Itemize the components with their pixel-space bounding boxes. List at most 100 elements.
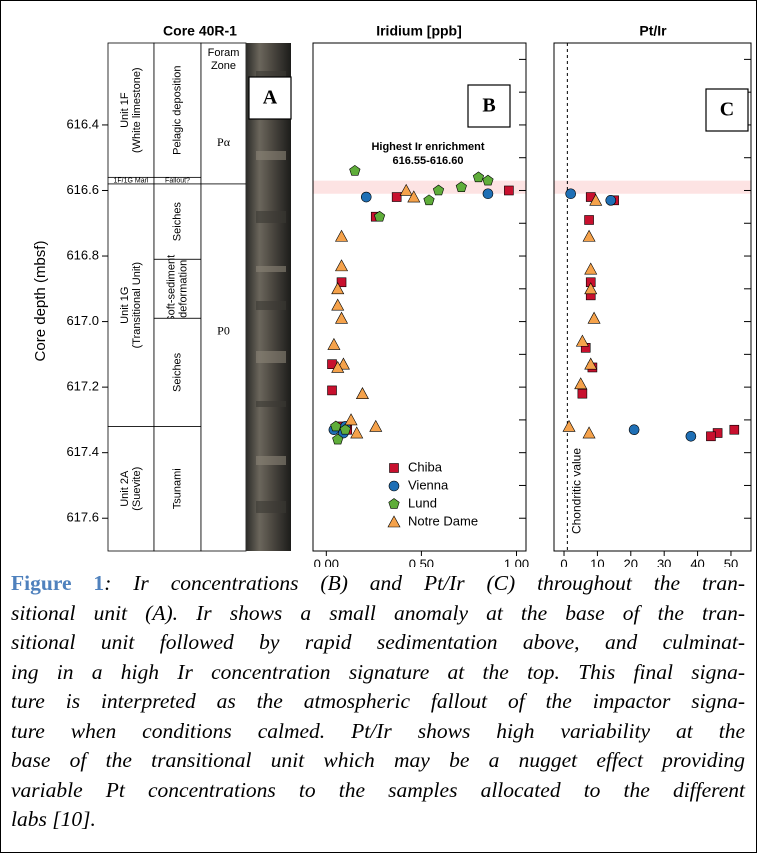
point [388,498,400,509]
zone-label: Unit 2A [119,470,131,507]
core-texture [256,456,286,465]
point [389,463,399,473]
legend-label: Vienna [408,477,449,492]
chart-title: Iridium [ppb] [376,23,462,39]
zone [153,42,202,178]
zone-label: Seiches [171,352,183,392]
caption-line: ing in a high Ir concentration signature… [11,658,745,688]
zone-label: Unit 1F [119,92,131,128]
point [335,229,349,242]
annotation: Highest Ir enrichment [371,141,484,153]
x-tick-label: 10 [590,556,604,567]
legend-label: Chiba [408,459,443,474]
point [706,431,716,442]
core-texture [256,151,286,160]
caption-line: sitional unit followed by rapid sediment… [11,628,745,658]
point [339,423,351,435]
point [355,387,369,399]
core-texture [256,71,286,77]
panel-label-box [705,88,749,132]
caption-line: Figure 1: Ir concentrations (B) and Pt/I… [11,569,745,599]
series [328,188,494,439]
zone-label: (White limestone) [131,67,143,153]
y-tick-label: 617.0 [66,313,99,328]
zone-label: deformation [177,260,189,318]
legend-label: Lund [408,495,437,510]
point [575,334,589,347]
point [407,190,421,203]
core-texture [256,211,286,223]
point [562,419,576,432]
caption-line: labs [10]. [11,805,745,835]
core-texture [256,401,286,407]
point [582,426,596,439]
point [455,181,467,192]
point [729,424,740,435]
caption: Figure 1: Ir concentrations (B) and Pt/I… [11,569,745,835]
caption-text: ture when conditions calmed. Pt/Ir shows… [11,718,745,743]
panel-title: Core 40R-1 [163,23,237,39]
y-tick-label: 617.2 [66,379,99,394]
panel-label: A [263,87,278,109]
point [369,419,383,432]
point [605,195,617,206]
point [350,426,364,439]
point [387,515,401,528]
point [432,184,445,196]
panel-label: C [720,99,734,121]
caption-text: : Ir concentrations (B) and Pt/Ir (C) th… [104,571,745,595]
zone-label: 1F/1G Marl [113,177,148,184]
point [685,430,697,442]
plot-frame [312,42,527,552]
x-tick-label: 0 [560,556,567,567]
caption-text: sitional unit (A). Ir shows a small anom… [11,600,745,625]
point [472,171,485,183]
point [582,229,596,242]
y-tick-label: 616.4 [66,116,99,131]
core-texture [256,351,286,363]
panel-label-box [467,84,511,128]
core-texture [256,266,286,272]
point [482,174,494,186]
annotation: 616.55-616.60 [393,155,464,167]
reference-label: Chondritic value [570,448,584,534]
y-tick-label: 617.6 [66,510,99,525]
point [565,188,576,200]
x-tick-label: 30 [657,556,671,567]
point [331,360,345,373]
x-tick-label: 50 [724,556,738,567]
point [587,311,601,324]
foram-zone [200,42,247,185]
y-tick-label: 616.6 [66,182,99,197]
point [504,185,514,196]
point [330,420,342,432]
point [373,210,386,222]
foram-label: Pα [217,135,231,149]
zone-label: Pelagic deposition [171,66,183,155]
series [562,193,603,439]
zone-label: Soft-sediment [165,255,177,323]
zone [153,258,202,319]
point [482,188,494,200]
zone-label: Unit 1G [119,287,131,324]
series [577,192,740,442]
zone-label: (Suevite) [131,467,143,511]
point [327,385,337,396]
point [391,192,402,202]
point [335,311,349,324]
point [574,377,588,390]
x-tick-label: 1.00 [504,556,529,567]
chart-title: Pt/Ir [639,23,667,39]
figure-label: Figure 1 [11,571,105,595]
caption-text: sitional unit followed by rapid sediment… [11,630,745,654]
core-texture [256,501,286,513]
zone [153,183,202,260]
panel-label: B [482,95,495,117]
y-tick-label: 617.4 [66,444,99,459]
series [565,188,697,442]
zone [153,426,202,552]
core-photo [246,43,291,551]
x-tick-label: 20 [624,556,638,567]
point [584,357,598,370]
plot-frame [553,42,752,552]
